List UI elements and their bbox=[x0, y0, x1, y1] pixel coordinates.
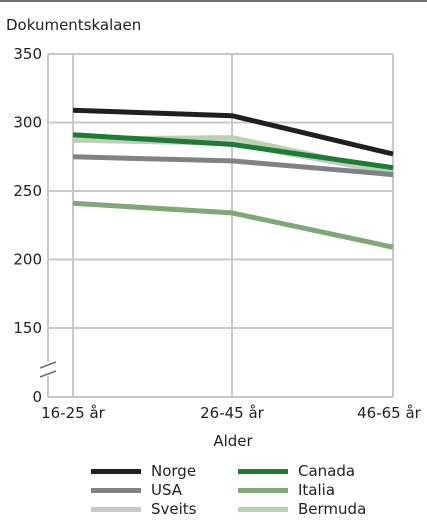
x-axis-label: Alder bbox=[213, 432, 253, 450]
top-rule bbox=[0, 0, 427, 2]
series-lines bbox=[72, 107, 394, 250]
gridlines bbox=[47, 53, 394, 398]
legend-item-canada: Canada bbox=[238, 462, 355, 480]
legend-item-bermuda: Bermuda bbox=[238, 500, 366, 518]
x-axis-ticks: 16-25 år 26-45 år 46-65 år bbox=[41, 404, 422, 422]
axis-break-slash bbox=[39, 361, 57, 369]
series-line-norge bbox=[72, 107, 394, 157]
legend-label: Canada bbox=[298, 462, 356, 480]
legend-label: Italia bbox=[298, 481, 336, 499]
y-tick-label: 0 bbox=[32, 388, 42, 406]
legend-item-italia: Italia bbox=[238, 481, 335, 499]
y-axis-ticks: 0 150 200 250 300 350 bbox=[13, 45, 42, 406]
series-line-canada bbox=[72, 132, 394, 171]
legend-swatch bbox=[238, 506, 288, 512]
x-tick-label: 16-25 år bbox=[41, 404, 106, 422]
axis-break bbox=[39, 361, 57, 378]
legend-swatch bbox=[91, 506, 141, 512]
legend-item-sveits: Sveits bbox=[91, 500, 197, 518]
series-line-usa bbox=[72, 154, 394, 178]
legend: Norge Canada USA Italia Sveits Bermuda bbox=[0, 462, 427, 520]
legend-item-usa: USA bbox=[91, 481, 182, 499]
legend-swatch bbox=[91, 468, 141, 474]
line-chart: Dokumentskalaen 0 150 200 250 300 350 16-25 å… bbox=[6, 16, 422, 450]
x-tick-label: 46-65 år bbox=[357, 404, 422, 422]
y-tick-label: 350 bbox=[13, 45, 42, 63]
axis-break-slash bbox=[39, 370, 57, 378]
legend-item-norge: Norge bbox=[91, 462, 196, 480]
legend-swatch bbox=[91, 487, 141, 493]
legend-label: Bermuda bbox=[298, 500, 367, 518]
x-tick-label: 26-45 år bbox=[200, 404, 265, 422]
series-line-italia bbox=[72, 200, 394, 250]
legend-label: Sveits bbox=[151, 500, 197, 518]
y-tick-label: 250 bbox=[13, 182, 42, 200]
legend-label: Norge bbox=[151, 462, 197, 480]
legend-swatch bbox=[238, 468, 288, 474]
legend-swatch bbox=[238, 487, 288, 493]
legend-label: USA bbox=[151, 481, 183, 499]
y-tick-label: 150 bbox=[13, 319, 42, 337]
y-tick-label: 200 bbox=[13, 251, 42, 269]
y-tick-label: 300 bbox=[13, 114, 42, 132]
chart-title: Dokumentskalaen bbox=[6, 16, 141, 34]
